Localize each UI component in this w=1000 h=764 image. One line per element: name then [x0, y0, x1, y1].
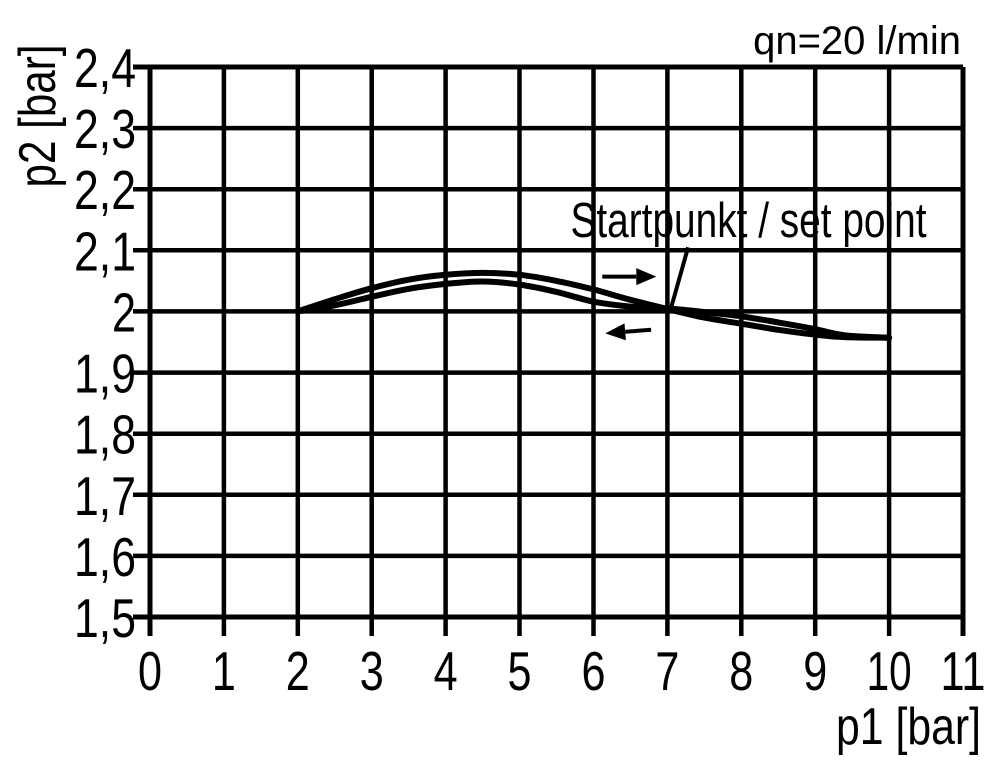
y-tick-label-2,3: 2,3 [74, 98, 136, 160]
y-tick-label-2,2: 2,2 [74, 159, 136, 221]
curve-forward [294, 269, 893, 341]
x-tick-label-0: 0 [138, 640, 162, 702]
x-tick-label-1: 1 [212, 640, 236, 702]
x-axis-label: p1 [bar] [836, 698, 981, 756]
y-tick-label-2: 2 [112, 281, 136, 343]
y-tick-label-1,6: 1,6 [74, 526, 136, 588]
direction-arrow-right-head [636, 268, 657, 286]
x-tick-label-10: 10 [867, 640, 912, 702]
x-tick-label-8: 8 [729, 640, 753, 702]
x-tick-label-3: 3 [360, 640, 384, 702]
y-tick-label-1,7: 1,7 [74, 465, 136, 527]
direction-arrow-left-head [605, 323, 626, 341]
y-tick-label-2,1: 2,1 [74, 220, 136, 282]
x-tick-label-11: 11 [941, 640, 986, 702]
direction-arrow-left-shaft [625, 327, 652, 334]
set-point-label: Startpunkt / set point [571, 194, 927, 248]
x-tick-label-5: 5 [508, 640, 532, 702]
flow-annotation: qn=20 l/min [753, 19, 961, 63]
x-tick-label-4: 4 [434, 640, 458, 702]
y-tick-label-1,5: 1,5 [74, 587, 136, 649]
x-tick-label-7: 7 [655, 640, 679, 702]
y-tick-label-2,4: 2,4 [74, 37, 136, 99]
set-point-leader-line [669, 246, 691, 309]
y-axis-label: p2 [bar] [9, 45, 67, 188]
x-tick-label-6: 6 [582, 640, 606, 702]
curve-return [294, 278, 893, 341]
y-tick-label-1,9: 1,9 [74, 343, 136, 405]
x-tick-label-2: 2 [286, 640, 310, 702]
x-tick-label-9: 9 [803, 640, 827, 702]
y-tick-label-1,8: 1,8 [74, 404, 136, 466]
